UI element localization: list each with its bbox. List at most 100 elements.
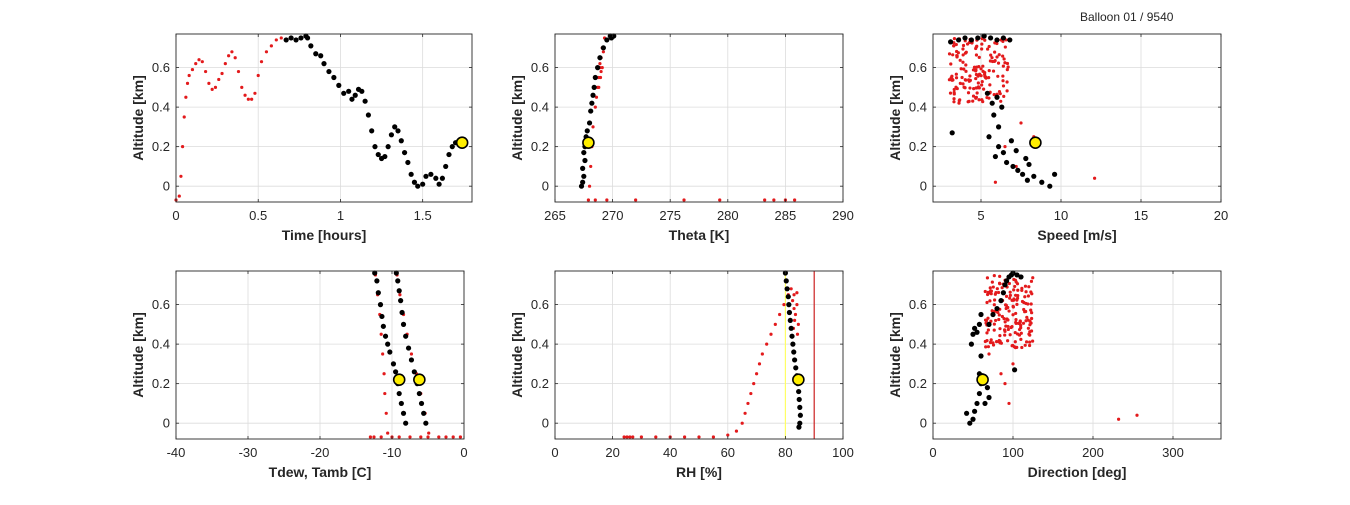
data-point-red [976,85,981,89]
data-point-red [998,282,1002,286]
data-point-black [382,333,389,339]
data-point-red [987,69,991,73]
data-point-red [1008,293,1012,297]
data-point-red [977,55,981,59]
data-point-red [995,287,999,291]
data-point-black [1023,155,1029,162]
data-point-red [952,87,956,92]
data-point-red [1003,333,1007,337]
data-point-red [965,42,970,46]
data-point-black [313,51,319,57]
data-point-red [243,93,247,97]
data-point-red [634,198,638,202]
data-point-red [1024,340,1029,344]
data-point-black [396,288,402,294]
chart-time: 0 0.5 1 1.5 0 0.2 0.4 0.6 Time [hours] Altitude [… [130,33,473,243]
x-tick-label: 265 [544,208,566,223]
data-point-red [949,76,953,80]
data-point-red [985,95,989,100]
data-point-red [992,273,996,278]
data-point-red [253,91,257,95]
y-tick-label: 0.4 [531,100,549,115]
data-point-black [970,331,976,337]
data-point-red [1000,286,1004,290]
data-point-red [1028,340,1032,344]
data-point-black [377,302,384,308]
y-tick-label: 0.2 [909,376,927,391]
x-tick-label: 60 [721,445,735,460]
data-point-red [968,74,972,78]
data-point-red [190,67,195,72]
data-point-black [972,325,978,331]
y-axis-label: Altitude [km] [509,312,525,398]
data-point-red [991,343,996,347]
data-point-red [1023,310,1027,314]
data-point-red [379,332,383,336]
data-point-red [599,69,603,74]
data-point-red [1014,320,1018,325]
data-point-red [793,318,797,323]
data-point-black [1002,282,1008,288]
y-tick-label: 0 [163,416,170,431]
data-point-red [984,318,989,323]
data-point-black [590,92,596,98]
data-point-black [403,333,409,339]
data-point-red [793,198,797,202]
data-point-red [763,198,767,202]
data-point-red [997,313,1001,317]
data-point-black [797,420,803,426]
data-point-red [986,345,991,349]
data-point-red [992,322,996,326]
data-point-red [1031,339,1035,343]
data-point-black [415,183,421,189]
data-point-red [1016,288,1020,292]
data-point-black [1018,274,1024,280]
data-point-red [986,47,990,51]
data-point-red [971,94,976,98]
x-tick-label: -20 [311,445,330,460]
data-point-black [584,128,590,134]
x-axis-label: Theta [K] [669,227,730,243]
y-axis-label: Altitude [km] [130,312,146,398]
data-point-red [1004,294,1009,299]
data-point-black [372,270,378,276]
data-point-red [1015,345,1019,349]
data-point-red [961,60,965,64]
data-point-black [288,35,294,41]
data-point-black [1031,173,1037,179]
data-point-red [227,54,231,58]
x-tick-label: 1.5 [414,208,432,223]
chart-direction: 0 100 200 300 0 0.2 0.4 0.6 Direction [deg] Altit… [887,270,1222,480]
data-point-black [990,311,996,318]
data-point-red [984,345,988,349]
y-tick-label: 0.6 [152,297,170,312]
data-point-red [1003,329,1007,333]
data-point-black [608,35,615,41]
x-tick-label: 285 [775,208,797,223]
data-point-black [398,298,404,304]
data-point-black [395,278,401,284]
data-point-red [977,98,981,102]
data-point-red [204,69,208,74]
x-tick-label: -40 [167,445,186,460]
data-point-red [427,431,431,435]
data-point-black [393,369,399,375]
data-point-red [998,274,1002,278]
data-point-black [996,144,1002,150]
data-point-black [318,53,324,59]
data-point-red [990,59,995,64]
data-point-red [1003,45,1007,49]
data-point-black [372,144,378,150]
data-point-black [326,68,332,75]
data-point-red [1006,339,1010,343]
data-point-black [382,153,388,160]
data-point-red [997,89,1002,94]
data-point-red [1031,276,1035,280]
x-tick-label: 20 [1214,208,1228,223]
data-point-black [984,90,991,96]
data-point-black [793,365,799,371]
data-point-black [588,108,594,114]
data-point-black [589,100,595,106]
y-tick-label: 0.6 [531,297,549,312]
data-point-red [1006,65,1010,69]
